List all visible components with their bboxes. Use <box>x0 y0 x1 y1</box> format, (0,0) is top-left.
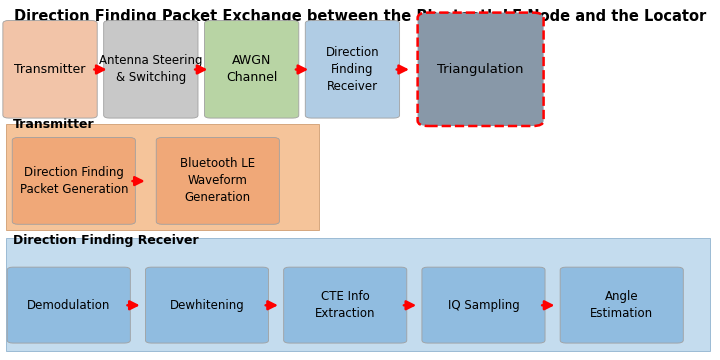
FancyBboxPatch shape <box>104 21 198 118</box>
FancyBboxPatch shape <box>12 138 135 224</box>
FancyBboxPatch shape <box>6 124 319 230</box>
Text: AWGN
Channel: AWGN Channel <box>226 54 277 84</box>
Text: IQ Sampling: IQ Sampling <box>448 298 519 312</box>
Text: Bluetooth LE
Waveform
Generation: Bluetooth LE Waveform Generation <box>180 157 256 204</box>
Text: Direction Finding Receiver: Direction Finding Receiver <box>13 234 199 247</box>
Text: Direction Finding Packet Exchange between the Bluetooth LE Node and the Locator: Direction Finding Packet Exchange betwee… <box>14 9 706 24</box>
FancyBboxPatch shape <box>156 138 279 224</box>
FancyBboxPatch shape <box>6 238 710 351</box>
Text: Angle
Estimation: Angle Estimation <box>590 290 653 320</box>
FancyBboxPatch shape <box>422 267 545 343</box>
FancyBboxPatch shape <box>204 21 299 118</box>
Text: Direction
Finding
Receiver: Direction Finding Receiver <box>325 46 379 93</box>
Text: Dewhitening: Dewhitening <box>170 298 244 312</box>
Text: Transmitter: Transmitter <box>13 118 94 131</box>
Text: Triangulation: Triangulation <box>437 63 524 76</box>
FancyBboxPatch shape <box>284 267 407 343</box>
FancyBboxPatch shape <box>305 21 400 118</box>
FancyBboxPatch shape <box>418 13 544 126</box>
FancyBboxPatch shape <box>145 267 269 343</box>
Text: Transmitter: Transmitter <box>14 63 86 76</box>
Text: Direction Finding
Packet Generation: Direction Finding Packet Generation <box>19 166 128 196</box>
FancyBboxPatch shape <box>560 267 683 343</box>
FancyBboxPatch shape <box>3 21 97 118</box>
FancyBboxPatch shape <box>7 267 130 343</box>
Text: Antenna Steering
& Switching: Antenna Steering & Switching <box>99 54 202 84</box>
Text: Demodulation: Demodulation <box>27 298 110 312</box>
Text: CTE Info
Extraction: CTE Info Extraction <box>315 290 376 320</box>
